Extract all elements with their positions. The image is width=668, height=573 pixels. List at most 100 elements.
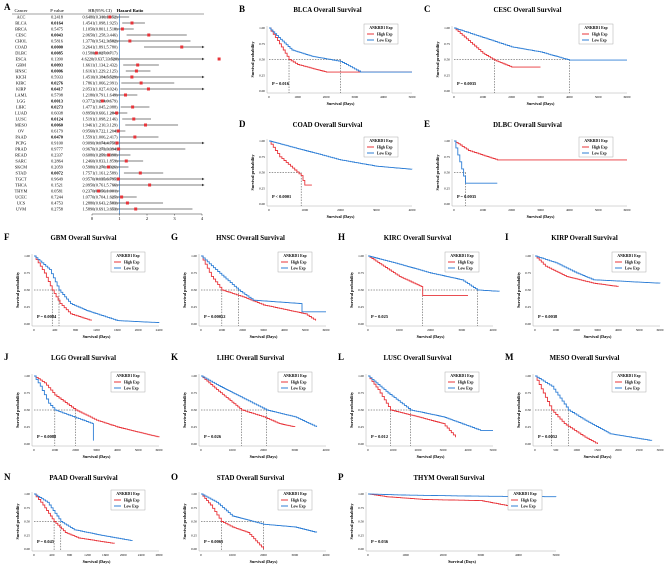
x-tick-label: 3000	[291, 553, 298, 557]
x-tick-label: 4000	[566, 208, 573, 212]
ci-arrow	[202, 75, 205, 79]
survival-curve-high	[201, 375, 296, 428]
x-axis-label: Survival (Days)	[417, 454, 445, 459]
row-cancer: CESC	[16, 33, 27, 38]
x-tick-label: 6000	[657, 328, 664, 332]
legend-label: High Exp	[377, 145, 393, 149]
row-hr-ci: 1.6161(1.229,2.125)	[82, 69, 118, 75]
hr-point	[136, 63, 140, 67]
row-cancer: HNSC	[15, 69, 27, 74]
legend-label: Low Exp	[625, 386, 640, 390]
legend-label: High Exp	[291, 498, 307, 502]
panel-label: I	[505, 232, 509, 242]
legend-title: ANKRD1 Exp	[369, 139, 392, 143]
hr-point	[134, 69, 138, 73]
row-hr-ci: 1.5191(1.098,2.146)	[82, 117, 118, 123]
survival-curve-high	[454, 140, 627, 161]
x-tick-label: 1000	[229, 553, 236, 557]
hr-point	[138, 171, 142, 175]
row-cancer: ACC	[17, 15, 26, 20]
legend-title: ANKRD1 Exp	[584, 26, 607, 30]
row-p-value: 0.2418	[51, 15, 63, 20]
x-tick-label: 4000	[465, 448, 472, 452]
km-panel-lgg: J LGG Overall Survival 0.00 0.25 0.50 0.75 1.0…	[4, 352, 163, 459]
x-tick-label: 4000	[281, 328, 288, 332]
ci-arrow	[202, 45, 205, 49]
x-tick-label: 5000	[409, 95, 416, 99]
x-tick-label: 2000	[440, 553, 447, 557]
y-tick-label: 1.00	[259, 139, 265, 143]
row-p-value: 0.4753	[51, 201, 63, 206]
legend-box	[578, 23, 614, 45]
x-tick-label: 4000	[114, 448, 121, 452]
y-tick-label: 0.75	[259, 155, 265, 159]
p-value-text: P = 0.016	[272, 81, 290, 86]
x-tick-label: 1000	[218, 328, 225, 332]
x-axis-label: Survival (Days)	[83, 454, 111, 459]
panel-label: G	[171, 232, 178, 242]
x-axis-label: Survival (Days)	[250, 559, 278, 564]
y-tick-label: 0.50	[191, 408, 197, 412]
row-p-value: 0.0006	[51, 69, 64, 74]
x-tick-label: 2000	[508, 208, 515, 212]
y-tick-label: 0.75	[259, 42, 265, 46]
x-axis-label: Survival (Days)	[417, 334, 445, 339]
y-tick-label: 0.00	[358, 322, 364, 326]
km-panel-dlbc: E DLBC Overall Survival 0.00 0.25 0.50 0.75 1.…	[424, 119, 631, 219]
x-tick-label: 2000	[415, 448, 422, 452]
hr-point	[146, 87, 150, 91]
legend-label: Low Exp	[291, 386, 306, 390]
x-tick-label: 4	[201, 216, 204, 221]
survival-curve-low	[269, 140, 413, 170]
x-tick-label: 2400	[138, 553, 145, 557]
x-axis-label: Survival (Days)	[527, 214, 555, 219]
x-tick-label: 0	[268, 208, 270, 212]
km-panel-stad: O STAD Overall Survival 0.00 0.25 0.50 0.75 1.…	[171, 472, 330, 564]
hr-point	[108, 15, 112, 19]
x-tick-label: 5000	[490, 448, 497, 452]
legend-label: Low Exp	[592, 151, 607, 155]
x-tick-label: 3000	[657, 448, 664, 452]
y-tick-label: 0.25	[444, 186, 450, 190]
x-tick-label: 4000	[515, 553, 522, 557]
x-tick-label: 3	[173, 216, 176, 221]
row-cancer: LUAD	[15, 111, 27, 116]
survival-curve-low	[454, 140, 498, 184]
row-p-value: 0.0470	[51, 135, 63, 140]
y-tick-label: 0.50	[259, 58, 265, 62]
row-cancer: KIRP	[16, 87, 26, 92]
hr-point	[100, 99, 104, 103]
ci-arrow	[202, 177, 205, 181]
row-p-value: 0.1390	[51, 57, 63, 62]
p-value-text: P = 0.025	[371, 314, 389, 319]
x-tick-label: 2000	[260, 553, 267, 557]
row-cancer: LGG	[17, 99, 26, 104]
legend-label: Low Exp	[458, 266, 473, 270]
x-tick-label: 0	[200, 328, 202, 332]
row-hr-ci: 1.5890(0.691,3.653)	[82, 207, 118, 213]
y-axis-label: Survival probability	[435, 154, 440, 191]
y-tick-label: 0.50	[191, 288, 197, 292]
x-tick-label: 5000	[595, 208, 602, 212]
ci-arrow	[202, 183, 205, 187]
legend-label: High Exp	[291, 380, 307, 384]
y-tick-label: 0.25	[525, 305, 531, 309]
legend-label: Low Exp	[625, 266, 640, 270]
row-cancer: MESO	[15, 123, 27, 128]
y-tick-label: 0.25	[358, 425, 364, 429]
y-tick-label: 0.50	[444, 58, 450, 62]
y-tick-label: 0.50	[24, 520, 30, 524]
x-tick-label: 0	[453, 208, 455, 212]
survival-curve-low	[34, 493, 133, 541]
header-p-value: P value	[50, 8, 63, 13]
x-tick-label: 0	[200, 553, 202, 557]
row-hr-ci: 0.9090(0.174,4.756)	[82, 141, 118, 147]
hr-point	[134, 207, 138, 211]
legend-label: High Exp	[377, 32, 393, 36]
x-tick-label: 500	[553, 448, 558, 452]
hr-point	[123, 93, 127, 97]
x-axis-label: Survival (Days)	[250, 334, 278, 339]
y-axis-label: Survival probability	[182, 271, 187, 308]
y-tick-label: 0.25	[191, 425, 197, 429]
ci-arrow	[202, 57, 205, 61]
